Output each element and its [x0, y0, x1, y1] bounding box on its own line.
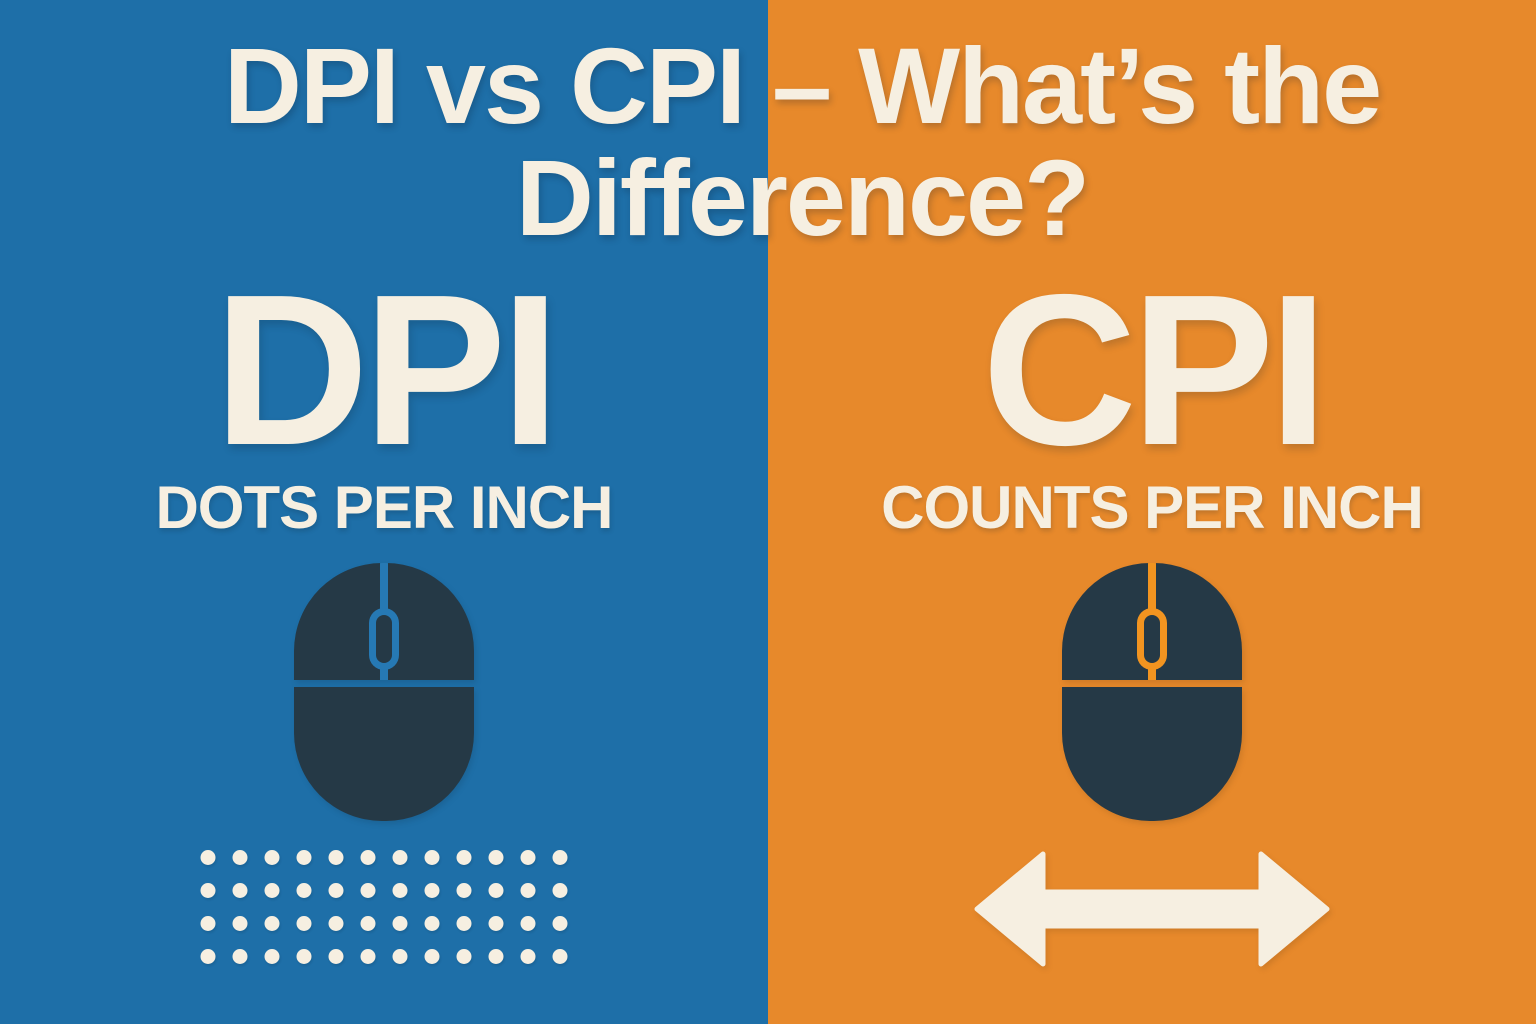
dot [328, 916, 344, 931]
dot [488, 883, 504, 898]
dot [520, 949, 536, 964]
dot [264, 850, 280, 865]
mouse-scroll-wheel-inner [1144, 615, 1160, 663]
dot [200, 850, 216, 865]
mouse-scroll-wheel-inner [376, 615, 392, 663]
dot [424, 883, 440, 898]
dot [264, 949, 280, 964]
dot [488, 850, 504, 865]
dpi-caption: DOTS PER INCH [155, 474, 613, 541]
dot [296, 916, 312, 931]
dot [552, 850, 568, 865]
dot [232, 949, 248, 964]
dot [424, 949, 440, 964]
dot [392, 916, 408, 931]
dot [296, 850, 312, 865]
mouse-scroll-wheel-icon [369, 608, 399, 670]
dot-grid-icon [200, 850, 568, 964]
dot [264, 916, 280, 931]
dot [488, 916, 504, 931]
dot [392, 883, 408, 898]
title-line-1: DPI vs CPI – What’s the [223, 25, 1382, 146]
dot [392, 949, 408, 964]
dpi-panel: DPI DOTS PER INCH [0, 0, 768, 1024]
mouse-scroll-wheel-icon [1137, 608, 1167, 670]
mouse-body [294, 687, 474, 821]
dot [520, 883, 536, 898]
page-title: DPI vs CPI – What’s the Difference? [34, 30, 1536, 254]
dot [552, 949, 568, 964]
dot [360, 850, 376, 865]
cpi-caption: COUNTS PER INCH [881, 474, 1424, 541]
dot [456, 883, 472, 898]
mouse-buttons [294, 563, 474, 680]
dot [232, 883, 248, 898]
dot [552, 916, 568, 931]
dot [392, 850, 408, 865]
dot [328, 883, 344, 898]
dot [424, 850, 440, 865]
dot [520, 850, 536, 865]
dpi-heading: DPI [213, 249, 560, 490]
dot [296, 949, 312, 964]
left-right-arrow-icon [974, 851, 1330, 967]
dot [200, 916, 216, 931]
mouse-icon [1062, 563, 1242, 821]
dot [456, 949, 472, 964]
dot [424, 916, 440, 931]
dot [328, 850, 344, 865]
mouse-body [1062, 687, 1242, 821]
dot [296, 883, 312, 898]
title-line-2: Difference? [515, 137, 1090, 258]
dot [456, 916, 472, 931]
dot [200, 949, 216, 964]
dot [552, 883, 568, 898]
cpi-heading: CPI [981, 249, 1328, 490]
dot [520, 916, 536, 931]
dot [456, 850, 472, 865]
dot [264, 883, 280, 898]
mouse-buttons [1062, 563, 1242, 680]
dot [360, 949, 376, 964]
dot [488, 949, 504, 964]
dot [360, 883, 376, 898]
dot [232, 916, 248, 931]
dot [328, 949, 344, 964]
cpi-panel: CPI COUNTS PER INCH [768, 0, 1536, 1024]
mouse-icon [294, 563, 474, 821]
dot [232, 850, 248, 865]
dot [200, 883, 216, 898]
dot [360, 916, 376, 931]
